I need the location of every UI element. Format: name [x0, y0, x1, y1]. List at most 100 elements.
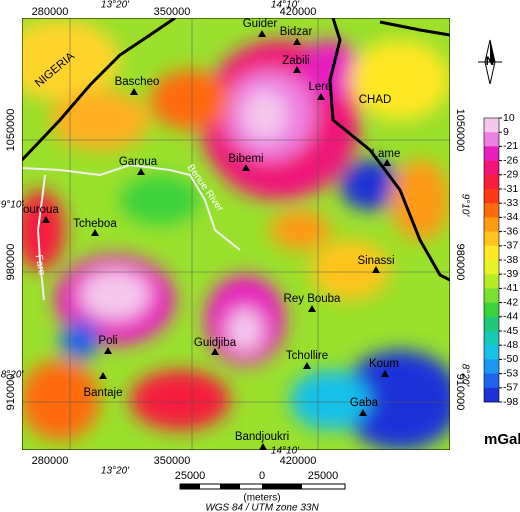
- anomaly: [243, 90, 287, 140]
- legend-swatch: [484, 345, 499, 360]
- legend-swatch: [484, 260, 499, 275]
- place-marker: [211, 348, 219, 355]
- y-label-right: 1050000: [454, 109, 466, 152]
- scale-bar: 25000 0 25000 (meters) WGS 84 / UTM zone…: [175, 470, 346, 512]
- legend-swatch: [484, 245, 499, 261]
- legend-label: -42: [503, 296, 518, 308]
- place-label: Lere: [308, 81, 331, 93]
- place-label: Bascheo: [115, 76, 160, 88]
- place-marker: [308, 305, 316, 312]
- anomaly: [150, 70, 230, 130]
- place-marker: [259, 443, 267, 450]
- y-label-right: 910000: [454, 374, 466, 411]
- anomaly: [60, 320, 100, 360]
- place-marker: [303, 362, 311, 369]
- legend-label: -37: [503, 240, 518, 252]
- place-label: Zabili: [282, 55, 309, 67]
- legend-label: -45: [503, 325, 518, 337]
- place-label: Guider: [243, 18, 278, 30]
- border: [328, 18, 450, 282]
- legend-swatch: [484, 302, 499, 318]
- scale-label: 25000: [308, 470, 339, 482]
- place-marker: [42, 216, 50, 223]
- north-arrow: N: [478, 39, 502, 85]
- place-label: Gaba: [350, 397, 379, 409]
- color-legend: 10 9 -21 -26 -29 -31 -33 -34 -36 -37 -38 -39 -41 -42 -…: [483, 112, 520, 448]
- river: [22, 163, 241, 251]
- x-label-bottom: 420000: [280, 455, 317, 467]
- y-label-right: 980000: [454, 244, 466, 281]
- scale-segment: [180, 484, 200, 489]
- river: [36, 174, 46, 301]
- legend-unit: mGal: [484, 431, 520, 448]
- place-label: Tchollire: [286, 350, 328, 362]
- anomaly: [350, 40, 450, 120]
- place-label: Bidzar: [280, 26, 313, 38]
- place-marker: [383, 159, 391, 166]
- anomaly: [390, 160, 450, 240]
- legend-label: -98: [503, 396, 518, 408]
- lon-label: 13°20': [101, 466, 130, 477]
- river-label: Faro: [33, 254, 47, 277]
- legend-label: -44: [503, 311, 518, 323]
- place-marker: [293, 38, 301, 45]
- anomaly: [50, 90, 150, 150]
- legend-label: 9: [503, 126, 509, 138]
- legend-swatch: [484, 189, 499, 204]
- lat-label: 9°10': [459, 194, 470, 218]
- legend-label: -36: [503, 225, 518, 237]
- legend-label: -53: [503, 367, 518, 379]
- legend-label: -48: [503, 339, 518, 351]
- x-label-top: 350000: [154, 6, 191, 18]
- place-marker: [99, 372, 107, 379]
- place-label: Poli: [98, 335, 117, 347]
- legend-swatch: [484, 203, 499, 218]
- lat-label: 8°20': [1, 370, 25, 381]
- scale-segment: [220, 484, 240, 489]
- region-label: CHAD: [359, 94, 392, 106]
- place-label: Guidjiba: [194, 337, 237, 349]
- legend-label: -31: [503, 183, 518, 195]
- anomaly: [22, 360, 100, 440]
- legend-label: -50: [503, 353, 518, 365]
- place-label: Lame: [372, 148, 401, 160]
- legend-label: -26: [503, 154, 518, 166]
- x-label-bottom: 280000: [32, 455, 69, 467]
- legend-swatch: [484, 217, 499, 232]
- lat-label: 8°20': [459, 364, 470, 388]
- lon-label: 13°20': [101, 0, 130, 11]
- borders: [22, 18, 450, 282]
- rivers: [22, 163, 241, 301]
- y-label-left: 1050000: [5, 109, 17, 152]
- anomaly-field: [22, 20, 450, 450]
- y-label-left: 980000: [5, 244, 17, 281]
- scale-label: 25000: [175, 470, 206, 482]
- legend-swatch: [484, 118, 499, 133]
- x-label-top: 420000: [280, 6, 317, 18]
- place-marker: [91, 229, 99, 236]
- anomaly: [130, 370, 230, 430]
- place-label: Bantaje: [83, 387, 122, 399]
- anomaly: [120, 175, 200, 225]
- legend-label: -57: [503, 382, 518, 394]
- lon-label: 14°10': [271, 0, 300, 11]
- place-marker: [381, 370, 389, 377]
- anomaly: [22, 190, 65, 270]
- legend-label: 10: [503, 112, 515, 124]
- legend-label: -33: [503, 197, 518, 209]
- anomaly: [300, 40, 360, 100]
- place-label: Koum: [369, 358, 399, 370]
- place-label: Rey Bouba: [284, 293, 342, 305]
- legend-swatch: [484, 231, 499, 247]
- place-label: Tcheboa: [73, 218, 117, 230]
- legend-label: -38: [503, 254, 518, 266]
- legend-swatch: [484, 160, 499, 176]
- anomaly: [227, 308, 263, 352]
- projection: WGS 84 / UTM zone 33N: [205, 503, 319, 512]
- place-marker: [258, 30, 266, 37]
- place-marker: [137, 168, 145, 175]
- place-label: Bandjoukri: [235, 431, 289, 443]
